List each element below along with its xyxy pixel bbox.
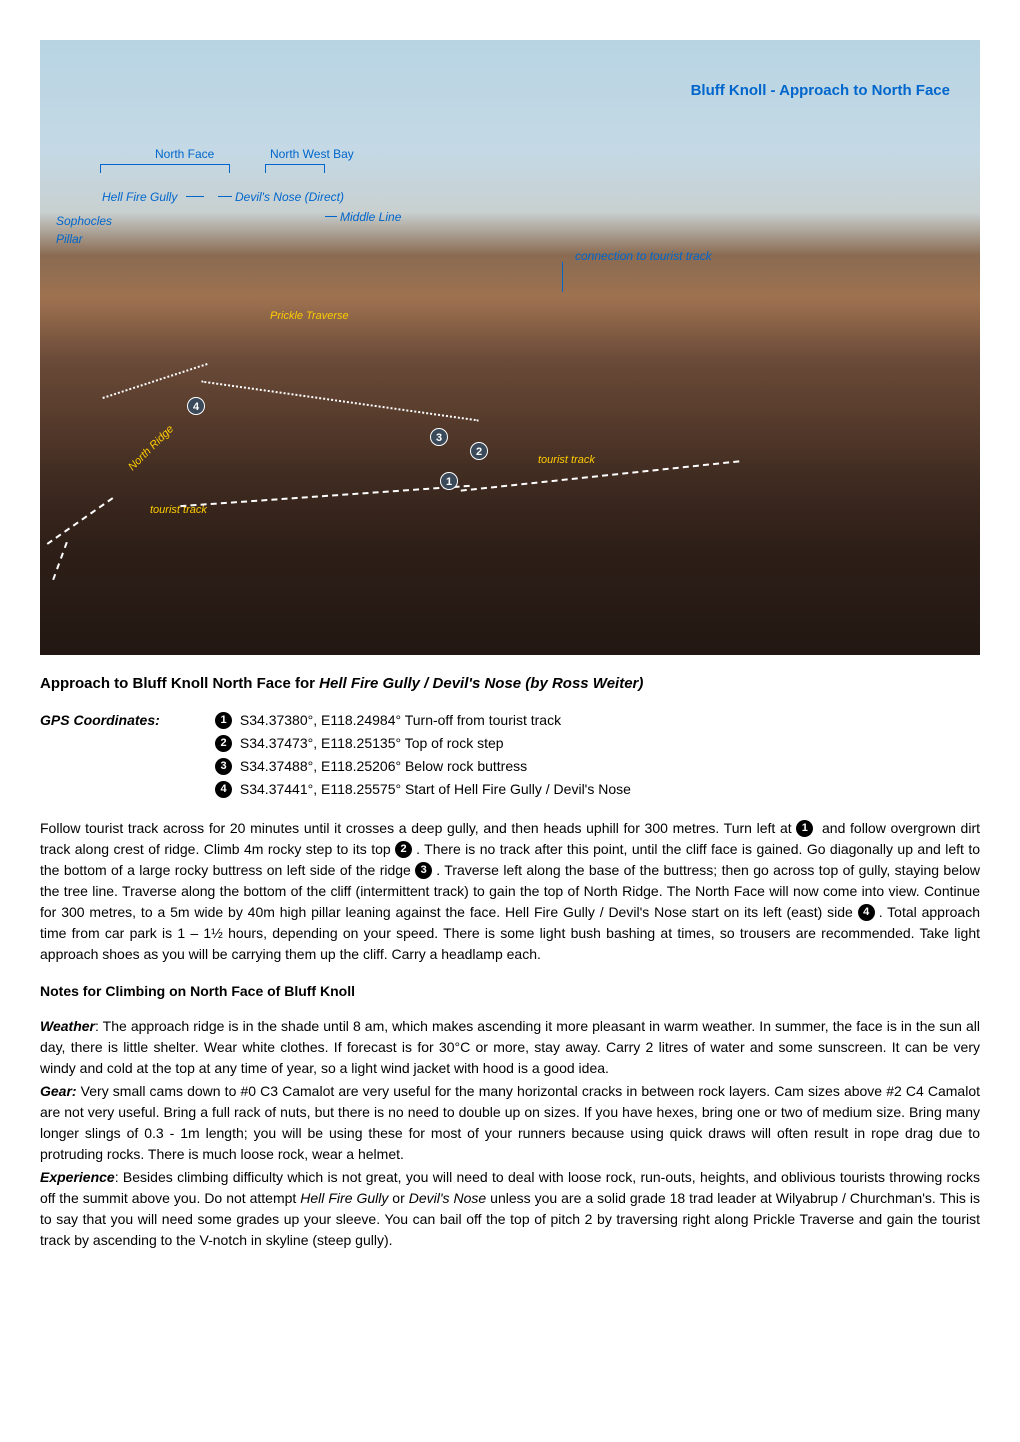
gps-row: 1 S34.37380°, E118.24984° Turn-off from … [215, 710, 980, 731]
label-north-face: North Face [155, 145, 214, 163]
gps-circle-1: 1 [215, 712, 232, 729]
approach-title-ital: Hell Fire Gully / Devil's Nose (by Ross … [319, 675, 643, 692]
gps-row: 2 S34.37473°, E118.25135° Top of rock st… [215, 733, 980, 754]
label-middle-line: Middle Line [340, 208, 401, 226]
exp-ital1: Hell Fire Gully [300, 1190, 388, 1206]
note-weather: Weather: The approach ridge is in the sh… [40, 1016, 980, 1079]
exp-ital2: Devil's Nose [409, 1190, 486, 1206]
gps-text-3: S34.37488°, E118.25206° Below rock buttr… [240, 758, 527, 774]
arrow-dn [218, 196, 232, 197]
path-main-2 [461, 460, 740, 491]
inline-circle-3: 3 [415, 862, 432, 879]
gps-row: 4 S34.37441°, E118.25575° Start of Hell … [215, 779, 980, 800]
gps-text-4: S34.37441°, E118.25575° Start of Hell Fi… [240, 781, 631, 797]
inline-circle-1: 1 [796, 820, 813, 837]
path-main-1 [180, 485, 469, 507]
inline-circle-4: 4 [858, 904, 875, 921]
label-devils-nose: Devil's Nose (Direct) [235, 188, 344, 206]
note-weather-text: : The approach ridge is in the shade unt… [40, 1018, 980, 1076]
gps-label: GPS Coordinates: [40, 710, 215, 802]
waypoint-3: 3 [430, 428, 448, 446]
note-experience: Experience: Besides climbing difficulty … [40, 1167, 980, 1251]
gps-text-1: S34.37380°, E118.24984° Turn-off from to… [240, 712, 561, 728]
approach-title-prefix: Approach to Bluff Knoll North Face for [40, 675, 319, 692]
waypoint-4: 4 [187, 397, 205, 415]
path-traverse-1 [201, 381, 479, 422]
label-sophocles: Sophocles Pillar [56, 212, 112, 248]
arrow-ml [325, 216, 337, 217]
note-gear-text: Very small cams down to #0 C3 Camalot ar… [40, 1083, 980, 1162]
label-tourist-upper: tourist track [538, 452, 595, 469]
note-gear-label: Gear: [40, 1083, 77, 1099]
gps-circle-4: 4 [215, 781, 232, 798]
gps-row: 3 S34.37488°, E118.25206° Below rock but… [215, 756, 980, 777]
bracket-nw-bay [265, 164, 325, 172]
gps-block: GPS Coordinates: 1 S34.37380°, E118.2498… [40, 710, 980, 802]
gps-circle-2: 2 [215, 735, 232, 752]
note-experience-label: Experience [40, 1169, 115, 1185]
approach-description: Follow tourist track across for 20 minut… [40, 818, 980, 965]
path-lower-1 [47, 497, 114, 545]
note-weather-label: Weather [40, 1018, 95, 1034]
bracket-north-face [100, 164, 230, 172]
gps-circle-3: 3 [215, 758, 232, 775]
photo-title: Bluff Knoll - Approach to North Face [691, 80, 950, 103]
approach-title: Approach to Bluff Knoll North Face for H… [40, 673, 980, 696]
label-nw-bay: North West Bay [270, 145, 354, 163]
waypoint-1: 1 [440, 472, 458, 490]
arrow-conn [562, 262, 563, 292]
gps-text-2: S34.37473°, E118.25135° Top of rock step [240, 735, 504, 751]
notes-title: Notes for Climbing on North Face of Bluf… [40, 981, 980, 1002]
label-north-ridge: North Ridge [125, 422, 178, 475]
arrow-hfg [186, 196, 204, 197]
inline-circle-2: 2 [395, 841, 412, 858]
note-gear: Gear: Very small cams down to #0 C3 Cama… [40, 1081, 980, 1165]
waypoint-2: 2 [470, 442, 488, 460]
label-prickle: Prickle Traverse [270, 308, 349, 325]
gps-list: 1 S34.37380°, E118.24984° Turn-off from … [215, 710, 980, 802]
approach-photo: Bluff Knoll - Approach to North Face Nor… [40, 40, 980, 655]
path-lower-2 [52, 542, 68, 580]
desc-seg1: Follow tourist track across for 20 minut… [40, 820, 796, 836]
path-traverse-2 [102, 363, 207, 399]
label-connection: connection to tourist track [575, 247, 712, 265]
label-hell-fire-gully: Hell Fire Gully [102, 188, 177, 206]
exp-seg2: or [388, 1190, 408, 1206]
